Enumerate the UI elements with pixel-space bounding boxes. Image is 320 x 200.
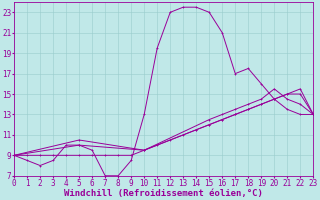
X-axis label: Windchill (Refroidissement éolien,°C): Windchill (Refroidissement éolien,°C) [64,189,263,198]
